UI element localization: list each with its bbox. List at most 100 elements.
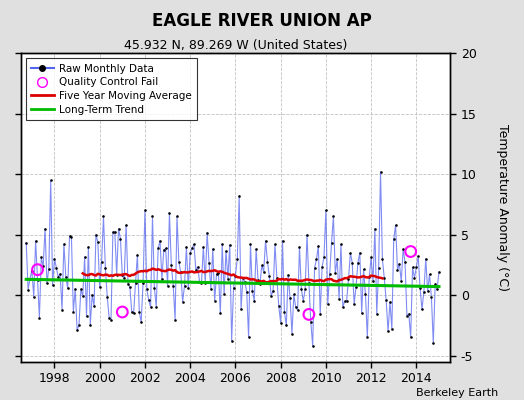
Point	[41, 225, 49, 232]
Point	[391, 222, 400, 228]
Point	[361, 291, 369, 298]
Point	[212, 270, 221, 277]
Point	[77, 286, 85, 292]
Point	[99, 213, 107, 220]
Point	[160, 247, 168, 253]
Point	[312, 256, 321, 263]
Point	[34, 276, 42, 283]
Point	[201, 280, 210, 286]
Point	[231, 272, 239, 279]
Point	[143, 286, 151, 292]
Point	[179, 298, 187, 305]
Point	[120, 275, 128, 282]
Point	[322, 207, 330, 214]
Point	[275, 303, 283, 309]
Point	[423, 288, 432, 294]
Point	[135, 309, 144, 315]
Point	[108, 229, 117, 235]
Point	[156, 238, 164, 244]
Point	[113, 272, 121, 278]
Point	[52, 264, 61, 271]
Point	[323, 300, 332, 307]
Point	[305, 311, 313, 318]
Point	[397, 278, 406, 284]
Point	[174, 259, 183, 265]
Point	[148, 213, 157, 220]
Point	[182, 244, 191, 250]
Point	[209, 246, 217, 252]
Point	[90, 303, 99, 310]
Point	[241, 278, 249, 285]
Point	[433, 286, 441, 292]
Point	[395, 261, 403, 267]
Point	[318, 264, 326, 270]
Point	[205, 260, 213, 266]
Point	[378, 256, 387, 262]
Point	[310, 265, 319, 271]
Point	[280, 309, 289, 315]
Point	[45, 266, 53, 272]
Point	[198, 280, 206, 286]
Point	[92, 231, 100, 238]
Point	[180, 282, 189, 289]
Point	[265, 273, 274, 280]
Point	[373, 311, 381, 317]
Point	[43, 280, 51, 286]
Point	[86, 322, 94, 328]
Point	[173, 213, 181, 220]
Point	[367, 254, 375, 261]
Point	[405, 310, 413, 317]
Point	[422, 256, 430, 262]
Point	[288, 330, 296, 337]
Point	[193, 264, 202, 270]
Point	[246, 241, 255, 248]
Point	[84, 244, 93, 250]
Point	[420, 288, 428, 295]
Point	[414, 253, 422, 260]
Point	[237, 306, 245, 312]
Point	[407, 248, 415, 255]
Point	[348, 260, 356, 266]
Point	[56, 271, 64, 277]
Point	[337, 241, 345, 248]
Point	[407, 334, 415, 340]
Point	[412, 264, 421, 270]
Point	[335, 296, 343, 302]
Point	[22, 239, 30, 246]
Point	[401, 259, 409, 266]
Point	[48, 282, 57, 288]
Point	[258, 262, 266, 269]
Point	[389, 236, 398, 242]
Point	[342, 298, 351, 305]
Point	[403, 313, 411, 319]
Point	[243, 288, 251, 295]
Point	[357, 310, 366, 316]
Point	[427, 294, 435, 300]
Point	[195, 279, 204, 285]
Point	[169, 282, 178, 289]
Point	[63, 285, 72, 292]
Point	[165, 210, 173, 216]
Point	[214, 270, 223, 276]
Point	[218, 241, 226, 248]
Point	[24, 286, 32, 293]
Point	[329, 213, 337, 220]
Point	[376, 168, 385, 175]
Point	[50, 256, 59, 262]
Point	[126, 284, 134, 291]
Point	[58, 306, 66, 313]
Point	[127, 309, 136, 315]
Point	[418, 306, 426, 312]
Point	[137, 319, 145, 326]
Point	[62, 273, 70, 280]
Point	[66, 232, 74, 239]
Point	[267, 293, 276, 299]
Y-axis label: Temperature Anomaly (°C): Temperature Anomaly (°C)	[496, 124, 509, 291]
Point	[95, 284, 104, 291]
Point	[177, 269, 185, 276]
Point	[350, 301, 358, 307]
Point	[382, 297, 390, 304]
Point	[261, 238, 270, 244]
Point	[282, 322, 290, 328]
Point	[124, 280, 132, 287]
